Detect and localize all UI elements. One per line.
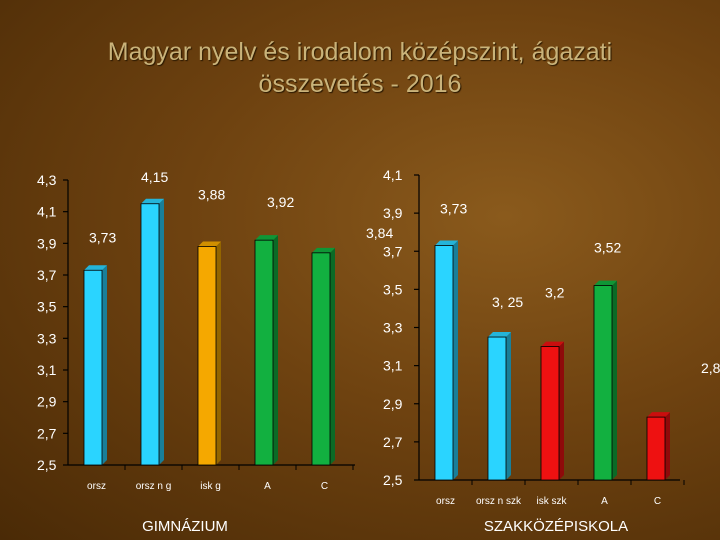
bar-side <box>273 235 278 465</box>
category-label: orsz n szk <box>476 496 522 507</box>
bar-top <box>594 280 617 286</box>
y-tick-label: 2,5 <box>383 472 403 488</box>
category-label: C <box>654 496 661 507</box>
bar-side <box>102 265 107 465</box>
bar-top <box>141 198 164 204</box>
bar <box>140 203 160 466</box>
bar-top <box>84 265 107 271</box>
y-tick-label: 2,9 <box>383 396 403 412</box>
y-tick-label: 3,5 <box>37 299 57 315</box>
y-tick-label: 3,9 <box>37 235 57 251</box>
y-tick-label: 3,7 <box>383 243 403 259</box>
y-tick-label: 3,1 <box>383 358 403 374</box>
bar-side <box>665 412 670 480</box>
bar-side <box>330 247 335 465</box>
bar <box>311 252 331 466</box>
data-label: 3,84 <box>366 225 393 241</box>
category-label: isk g <box>200 481 221 492</box>
y-tick-label: 3,3 <box>37 330 57 346</box>
bar-top <box>435 240 458 246</box>
y-tick-label: 2,7 <box>37 425 57 441</box>
bar <box>434 245 454 481</box>
data-label: 3,52 <box>594 240 621 256</box>
bar-top <box>488 332 511 338</box>
y-tick-label: 4,3 <box>37 172 57 188</box>
y-tick-label: 2,5 <box>37 457 57 473</box>
data-label: 3, 25 <box>492 294 523 310</box>
category-label: orsz n g <box>136 481 172 492</box>
data-label: 4,15 <box>141 169 168 185</box>
y-tick-label: 3,1 <box>37 362 57 378</box>
y-tick-label: 2,9 <box>37 394 57 410</box>
bar <box>83 269 103 466</box>
y-tick-label: 3,9 <box>383 205 403 221</box>
data-label: 3,2 <box>545 285 565 301</box>
y-tick-label: 4,1 <box>383 167 403 183</box>
y-tick-label: 3,7 <box>37 267 57 283</box>
data-label: 3,73 <box>89 229 116 245</box>
bar-side <box>559 341 564 480</box>
bar-top <box>541 341 564 347</box>
chart-title-line-1: Magyar nyelv és irodalom középszint, ága… <box>107 38 613 66</box>
bar <box>254 239 274 466</box>
group-label: GIMNÁZIUM <box>142 518 228 535</box>
bar-side <box>612 280 617 480</box>
bar <box>487 336 507 481</box>
y-tick-label: 2,7 <box>383 434 403 450</box>
chart-title-line-2: összevetés - 2016 <box>258 70 462 98</box>
bar-top <box>255 235 278 241</box>
chart-title: Magyar nyelv és irodalom középszint, ága… <box>40 36 680 100</box>
data-label: 3,73 <box>440 201 467 217</box>
y-tick-label: 4,1 <box>37 204 57 220</box>
bar-top <box>312 247 335 253</box>
category-label: A <box>601 496 608 507</box>
bar <box>540 346 560 481</box>
data-label: 3,92 <box>267 194 294 210</box>
bar-side <box>216 241 221 465</box>
bar <box>646 416 666 481</box>
bar <box>593 285 613 481</box>
data-label: 3,88 <box>198 187 225 203</box>
category-label: C <box>321 481 328 492</box>
y-tick-label: 3,3 <box>383 320 403 336</box>
bar-top <box>198 241 221 247</box>
bar-side <box>506 332 511 480</box>
bar-side <box>453 240 458 480</box>
category-label: isk szk <box>537 496 568 507</box>
bar <box>197 246 217 466</box>
category-label: orsz <box>87 481 106 492</box>
bar-side <box>159 198 164 465</box>
category-label: A <box>264 481 271 492</box>
category-label: orsz <box>436 496 455 507</box>
data-label: 2,83 <box>701 360 720 376</box>
y-tick-label: 3,5 <box>383 281 403 297</box>
group-label: SZAKKÖZÉPISKOLA <box>484 517 628 535</box>
bar-top <box>647 412 670 418</box>
